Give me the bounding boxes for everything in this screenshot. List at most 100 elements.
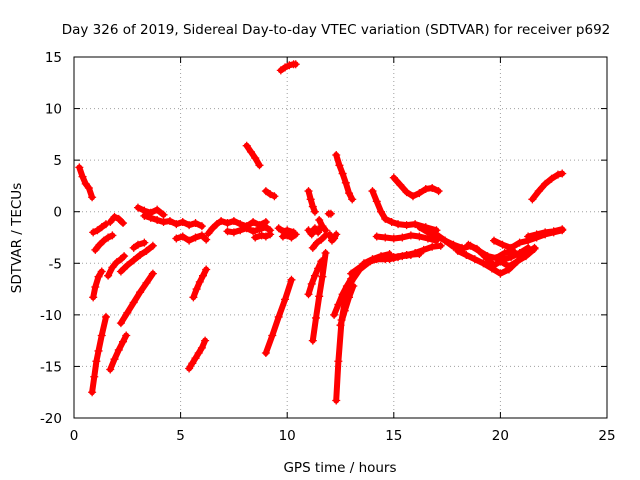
plot-frame [73, 56, 608, 419]
y-axis-label: SDTVAR / TECUs [9, 183, 25, 293]
data-point [387, 218, 396, 227]
y-tick-label: -10 [40, 308, 62, 324]
series-arc-9 [116, 269, 157, 328]
series-arc-20 [251, 230, 275, 242]
series-arc-25 [278, 230, 300, 242]
data-point [558, 169, 567, 178]
data-point [381, 214, 390, 223]
data-point [385, 255, 394, 264]
series-arc-5 [91, 231, 117, 254]
series-arc-41 [372, 231, 441, 245]
series-arc-1 [75, 163, 97, 202]
data-point [106, 218, 115, 227]
y-tick-label: 15 [45, 50, 62, 66]
y-tick-label: 0 [53, 205, 62, 221]
data-point [257, 231, 266, 240]
series-arc-16 [189, 265, 211, 302]
data-point [249, 218, 258, 227]
series-arc-51 [524, 225, 567, 241]
series-arc-36 [332, 150, 357, 204]
data-point [95, 240, 104, 249]
data-point [500, 248, 509, 257]
data-point [291, 60, 300, 69]
data-point [498, 240, 507, 249]
data-point [345, 189, 354, 198]
series-arc-29 [304, 257, 326, 299]
data-point [246, 147, 255, 156]
data-point [92, 357, 101, 366]
x-tick-label: 25 [598, 428, 615, 444]
data-point [334, 300, 343, 309]
series-arc-6 [104, 252, 129, 280]
data-point [270, 192, 279, 201]
data-point [165, 216, 174, 225]
data-point [194, 349, 203, 358]
series-arc-27 [304, 222, 326, 239]
data-point [153, 205, 162, 214]
data-point [415, 189, 424, 198]
data-point [84, 183, 93, 192]
series-arc-18 [223, 223, 275, 237]
data-point [123, 308, 132, 317]
y-tick-label: -15 [40, 359, 62, 375]
series-arc-37 [336, 281, 358, 330]
series-arc-15 [185, 336, 210, 373]
series-band [186, 337, 209, 372]
data-point [372, 197, 381, 206]
data-point [398, 233, 407, 242]
data-point [462, 251, 471, 260]
series-band [107, 213, 126, 227]
series-arc-13 [140, 211, 206, 231]
data-point [146, 213, 155, 222]
data-point [428, 242, 437, 251]
data-point [349, 281, 358, 290]
data-point [332, 150, 341, 159]
data-point [88, 388, 97, 397]
data-point [308, 336, 317, 345]
data-point [321, 226, 330, 235]
data-point [553, 170, 562, 179]
data-point [310, 271, 319, 280]
axis-ticks: 0 5 10 15 20 25 15 10 5 0 -5 -10 -15 -20 [40, 50, 616, 444]
data-point [133, 203, 142, 212]
series-arc-7 [106, 331, 131, 374]
data-point [318, 222, 327, 231]
data-point [255, 161, 264, 170]
data-point [189, 293, 198, 302]
data-point [406, 231, 415, 240]
data-point [340, 306, 349, 315]
series-band [90, 268, 105, 301]
data-point [249, 227, 258, 236]
data-point [304, 226, 313, 235]
data-point [136, 251, 145, 260]
series-arc-11 [129, 238, 149, 252]
data-point [153, 215, 162, 224]
data-point [496, 257, 505, 266]
data-point [402, 188, 411, 197]
series-band [243, 142, 263, 169]
series-band [333, 251, 423, 404]
data-point [321, 248, 330, 257]
data-point [122, 331, 131, 340]
data-point [335, 161, 344, 170]
data-point [283, 231, 292, 240]
data-point [172, 234, 181, 243]
data-point [449, 242, 458, 251]
data-point [524, 232, 533, 241]
series-arc-4 [89, 220, 110, 237]
data-point [377, 207, 386, 216]
data-point [129, 243, 138, 252]
data-point [436, 241, 445, 250]
series-band [305, 188, 318, 215]
data-point [89, 293, 98, 302]
data-point [330, 310, 339, 319]
data-point [93, 226, 102, 235]
data-point [142, 246, 151, 255]
data-point [281, 295, 290, 304]
data-point [332, 230, 341, 239]
data-point [201, 336, 210, 345]
data-point [191, 219, 200, 228]
data-point [148, 269, 157, 278]
data-point [266, 230, 275, 239]
data-point [490, 236, 499, 245]
